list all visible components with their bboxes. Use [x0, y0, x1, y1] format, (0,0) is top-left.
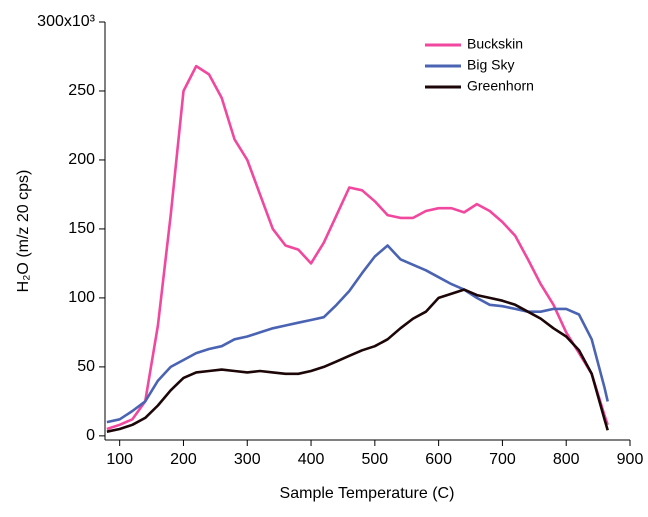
y-tick-label: 50: [77, 358, 95, 375]
legend-label: Greenhorn: [467, 78, 534, 94]
x-axis-label: Sample Temperature (C): [280, 485, 455, 502]
x-tick-label: 800: [553, 451, 580, 468]
y-tick-label: 150: [68, 220, 95, 237]
x-tick-label: 500: [361, 451, 388, 468]
x-tick-label: 200: [170, 451, 197, 468]
y-tick-label: 250: [68, 82, 95, 99]
y-tick-label: 200: [68, 151, 95, 168]
legend-label: Big Sky: [467, 57, 514, 73]
y-axis-label: H₂O (m/z 20 cps): [15, 170, 32, 293]
x-tick-label: 300: [234, 451, 261, 468]
y-tick-label: 300x10³: [37, 13, 95, 30]
y-tick-label: 100: [68, 289, 95, 306]
y-tick-label: 0: [86, 427, 95, 444]
series-line: [106, 288, 609, 433]
series-line: [106, 64, 609, 431]
x-tick-label: 900: [617, 451, 644, 468]
legend-label: Buckskin: [467, 36, 523, 52]
x-tick-label: 700: [489, 451, 516, 468]
x-tick-label: 400: [298, 451, 325, 468]
x-tick-label: 600: [425, 451, 452, 468]
x-tick-label: 100: [106, 451, 133, 468]
series-line: [106, 244, 609, 424]
